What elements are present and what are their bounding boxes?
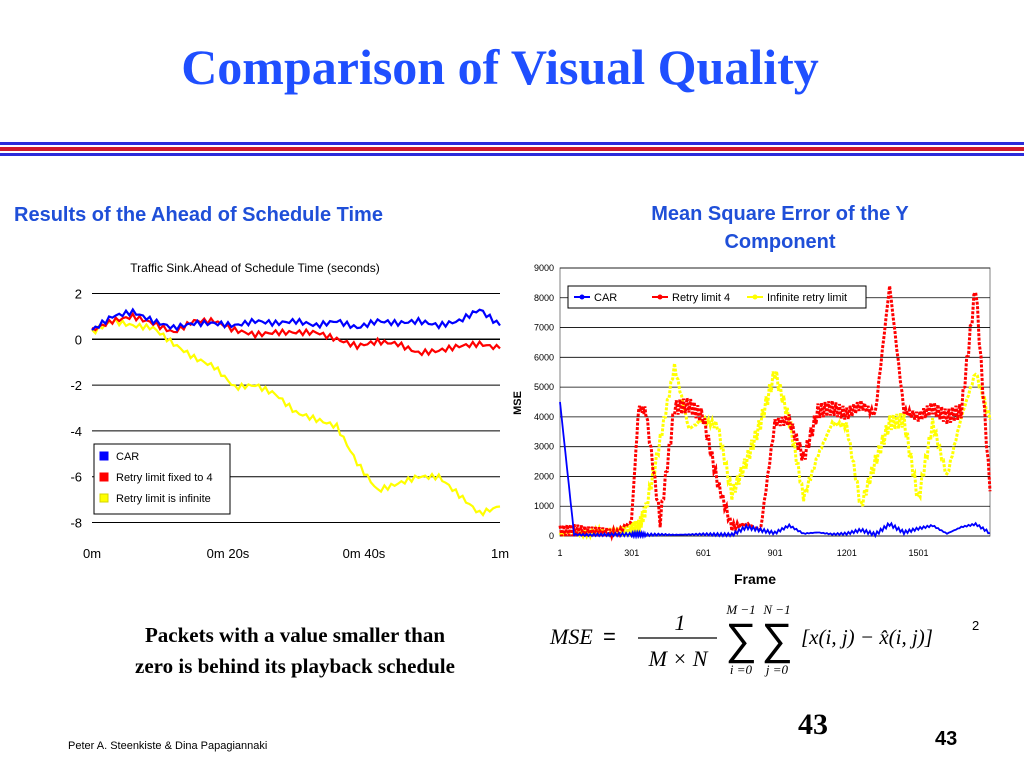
caption-line-2: zero is behind its playback schedule xyxy=(135,654,455,678)
right-x-tick-label: 901 xyxy=(768,548,783,558)
left-series-line xyxy=(91,307,501,332)
formula-equals: = xyxy=(603,624,616,649)
left-y-tick-label: 0 xyxy=(75,332,82,347)
formula-body: [x(i, j) − x̂(i, j)] xyxy=(801,625,933,649)
left-series-line xyxy=(91,317,501,517)
right-chart-ylabel: MSE xyxy=(512,391,524,415)
left-x-tick-label: 0m xyxy=(83,546,101,561)
right-x-tick-label: 601 xyxy=(696,548,711,558)
right-y-tick-label: 7000 xyxy=(534,323,554,333)
page-number-small: 43 xyxy=(935,728,958,750)
right-x-tick-label: 1201 xyxy=(837,548,857,558)
right-series-line xyxy=(559,401,991,540)
left-legend-swatch xyxy=(99,493,109,503)
header-rule-blue-top xyxy=(0,142,1024,145)
page-number-large: 43 xyxy=(798,708,828,741)
right-chart-xlabel: Frame xyxy=(734,571,776,587)
right-y-tick-label: 5000 xyxy=(534,382,554,392)
right-legend-box xyxy=(567,285,867,309)
right-legend-marker xyxy=(579,294,585,300)
footer-author: Peter A. Steenkiste & Dina Papagiannaki xyxy=(68,740,268,752)
right-legend-marker xyxy=(752,294,758,300)
right-chart-series xyxy=(558,285,992,542)
header-rule-red xyxy=(0,147,1024,151)
header-rule-blue-bottom xyxy=(0,153,1024,156)
sum1-sigma-icon: ∑ xyxy=(725,615,756,664)
left-x-tick-label: 1m xyxy=(491,546,509,561)
left-legend-label: CAR xyxy=(116,451,139,463)
left-chart-title: Traffic Sink.Ahead of Schedule Time (sec… xyxy=(130,261,379,275)
left-legend-box xyxy=(93,443,231,515)
right-heading-line-1: Mean Square Error of the Y xyxy=(651,203,909,225)
formula-denominator: M × N xyxy=(648,646,709,671)
right-legend-label: Infinite retry limit xyxy=(767,292,847,304)
right-x-tick-label: 1 xyxy=(557,548,562,558)
slide-title: Comparison of Visual Quality xyxy=(181,39,819,95)
formula-numerator: 1 xyxy=(675,610,686,635)
right-chart-legend: CAR Retry limit 4 Infinite retry limit xyxy=(567,285,867,309)
right-x-tick-label: 1501 xyxy=(909,548,929,558)
right-y-tick-label: 4000 xyxy=(534,412,554,422)
left-legend-swatch xyxy=(99,451,109,461)
left-series-line xyxy=(91,311,501,357)
right-heading-line-2: Component xyxy=(724,231,836,253)
right-chart-heading: Mean Square Error of the Y Component xyxy=(580,200,980,256)
right-chart-labels: 0 1000 2000 3000 4000 5000 6000 7000 8000 9000 1 30… xyxy=(534,263,929,558)
caption-line-1: Packets with a value smaller than xyxy=(144,623,446,647)
right-legend-label: Retry limit 4 xyxy=(672,292,730,304)
caption: Packets with a value smaller than zero i… xyxy=(60,620,530,682)
left-chart-series xyxy=(91,307,501,517)
left-y-tick-label: -6 xyxy=(70,470,82,485)
right-y-tick-label: 0 xyxy=(549,531,554,541)
right-y-tick-label: 8000 xyxy=(534,293,554,303)
left-legend-label: Retry limit fixed to 4 xyxy=(116,472,213,484)
left-y-tick-label: 2 xyxy=(75,286,82,301)
sum1-lower: i =0 xyxy=(730,662,753,677)
right-y-tick-label: 6000 xyxy=(534,352,554,362)
mse-chart: 0 1000 2000 3000 4000 5000 6000 7000 8000 9000 1 30… xyxy=(512,263,992,587)
formula-exponent: 2 xyxy=(972,618,979,633)
right-y-tick-label: 9000 xyxy=(534,263,554,273)
left-chart-legend: CAR Retry limit fixed to 4 Retry limit is … xyxy=(93,443,231,515)
left-y-tick-label: -8 xyxy=(70,516,82,531)
right-legend-marker xyxy=(657,294,663,300)
right-y-tick-label: 1000 xyxy=(534,501,554,511)
left-x-tick-label: 0m 40s xyxy=(343,546,386,561)
left-legend-swatch xyxy=(99,472,109,482)
left-chart-labels: 2 0 -2 -4 -6 -80m 0m 20s 0m 40s 1m xyxy=(70,286,509,561)
right-legend-label: CAR xyxy=(594,292,617,304)
sum2-lower: j =0 xyxy=(764,662,789,677)
left-chart-heading: Results of the Ahead of Schedule Time xyxy=(14,204,383,226)
sum2-sigma-icon: ∑ xyxy=(761,615,792,664)
left-y-tick-label: -4 xyxy=(70,424,82,439)
right-y-tick-label: 2000 xyxy=(534,471,554,481)
left-y-tick-label: -2 xyxy=(70,378,82,393)
right-y-tick-label: 3000 xyxy=(534,442,554,452)
left-x-tick-label: 0m 20s xyxy=(207,546,250,561)
sum1-upper: M −1 xyxy=(725,602,755,617)
sum2-upper: N −1 xyxy=(762,602,790,617)
ahead-of-schedule-chart: 2 0 -2 -4 -6 -80m 0m 20s 0m 40s 1m Traffic Sink.… xyxy=(70,261,509,561)
right-x-tick-label: 301 xyxy=(624,548,639,558)
formula-lhs: MSE xyxy=(549,624,593,649)
left-legend-label: Retry limit is infinite xyxy=(116,493,211,505)
mse-formula: MSE = 1 M × N M −1 ∑ i =0 N −1 ∑ j =0 [x… xyxy=(549,602,979,677)
